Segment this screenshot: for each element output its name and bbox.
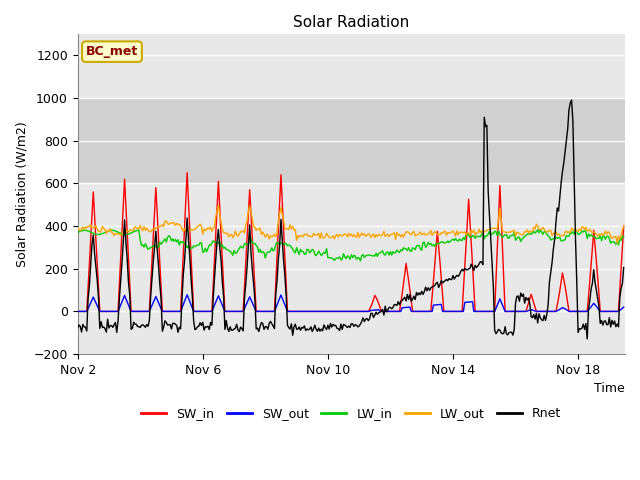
Legend: SW_in, SW_out, LW_in, LW_out, Rnet: SW_in, SW_out, LW_in, LW_out, Rnet bbox=[136, 402, 566, 425]
Title: Solar Radiation: Solar Radiation bbox=[293, 15, 410, 30]
Text: BC_met: BC_met bbox=[86, 45, 138, 58]
Bar bbox=[77, 98, 625, 183]
Y-axis label: Solar Radiation (W/m2): Solar Radiation (W/m2) bbox=[15, 121, 28, 267]
X-axis label: Time: Time bbox=[595, 383, 625, 396]
